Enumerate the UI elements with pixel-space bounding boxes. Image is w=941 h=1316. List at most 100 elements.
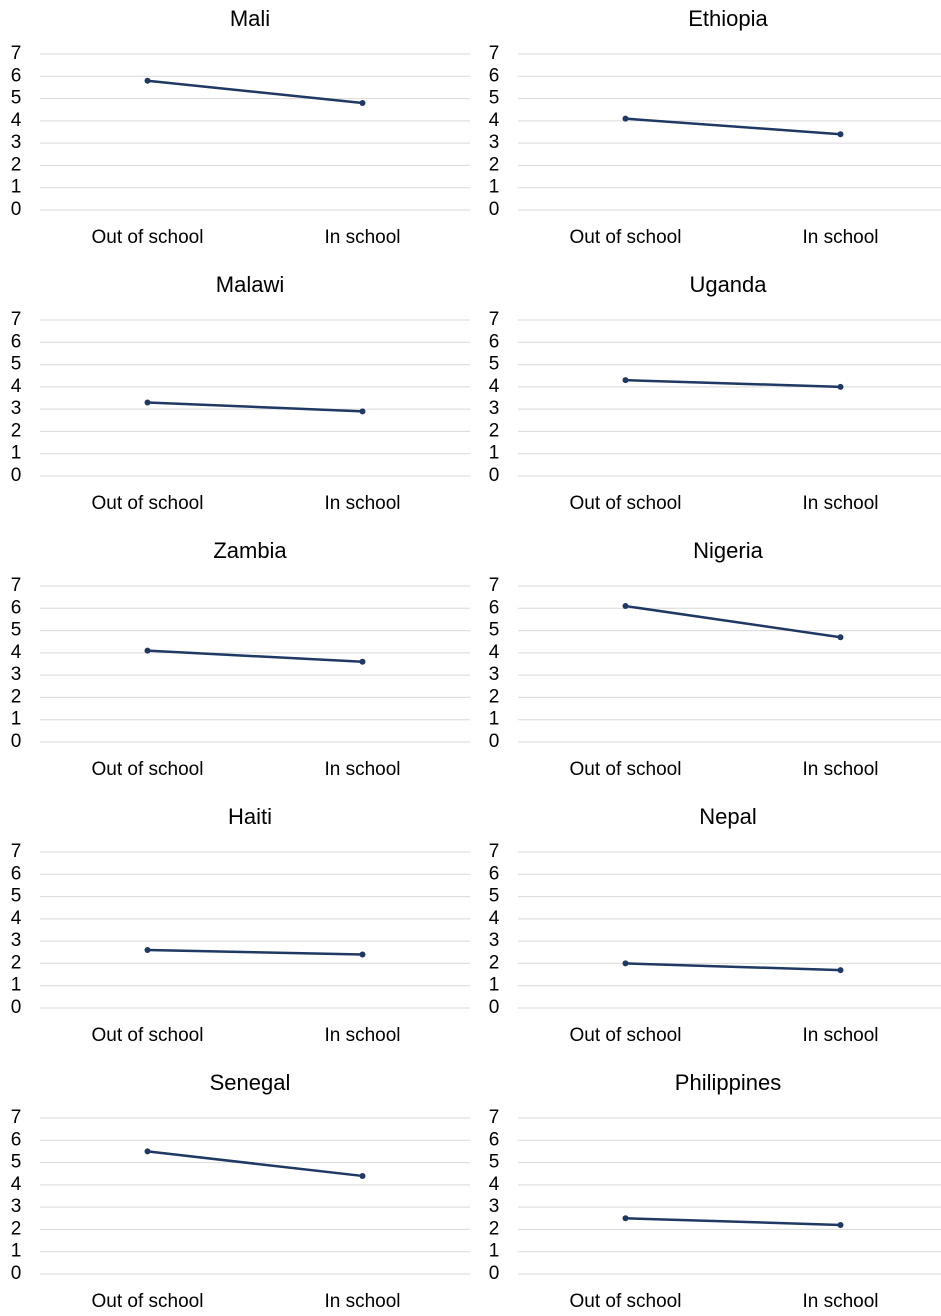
y-tick-label: 6 [11,597,22,618]
y-tick-label: 7 [11,309,22,330]
chart-title: Senegal [210,1070,291,1095]
y-tick-label: 7 [489,1107,500,1128]
y-tick-label: 7 [11,43,22,64]
y-tick-label: 6 [489,863,500,884]
x-tick-label: Out of school [92,227,204,248]
y-tick-label: 7 [489,841,500,862]
y-tick-label: 4 [11,1174,22,1195]
y-tick-label: 4 [11,908,22,929]
y-tick-label: 5 [11,88,22,109]
y-tick-label: 1 [489,709,500,730]
y-tick-label: 3 [11,132,22,153]
y-tick-label: 2 [11,952,22,973]
data-point [622,603,629,610]
data-line [147,79,363,105]
data-point [359,100,366,107]
y-tick-label: 1 [11,177,22,198]
y-tick-label: 4 [489,1174,500,1195]
x-tick-label: In school [802,759,878,780]
y-tick-label: 7 [489,43,500,64]
data-point [837,383,844,390]
data-line [147,1150,363,1178]
y-tick-label: 4 [489,908,500,929]
y-tick-label: 6 [11,863,22,884]
y-tick-label: 7 [11,841,22,862]
y-tick-label: 3 [489,398,500,419]
y-tick-label: 2 [489,154,500,175]
y-tick-label: 3 [489,1196,500,1217]
data-point [622,1215,629,1222]
x-tick-label: Out of school [92,493,204,514]
data-point [837,634,844,641]
y-tick-label: 2 [11,1218,22,1239]
y-tick-label: 0 [11,997,22,1018]
x-tick-label: In school [324,1291,400,1312]
y-tick-label: 0 [11,199,22,220]
y-tick-label: 4 [489,642,500,663]
data-line [625,604,841,639]
chart-title: Haiti [228,804,272,829]
y-tick-label: 0 [489,997,500,1018]
y-tick-label: 2 [489,420,500,441]
y-tick-label: 4 [489,376,500,397]
data-point [837,1221,844,1228]
y-tick-label: 1 [11,443,22,464]
data-point [622,377,629,384]
data-line [625,1217,841,1227]
x-tick-label: In school [324,493,400,514]
data-line [625,378,841,389]
data-line [625,117,841,136]
x-tick-label: Out of school [570,1291,682,1312]
x-tick-label: In school [802,227,878,248]
data-point [144,1148,151,1155]
data-point [144,77,151,84]
y-tick-label: 2 [11,420,22,441]
y-tick-label: 3 [11,664,22,685]
data-point [359,658,366,665]
chart-title: Malawi [216,272,284,297]
y-tick-label: 6 [11,65,22,86]
data-point [622,115,629,122]
y-tick-label: 0 [11,731,22,752]
data-point [144,647,151,654]
y-tick-label: 2 [11,686,22,707]
y-tick-label: 0 [11,1263,22,1284]
y-tick-label: 6 [489,597,500,618]
y-tick-label: 3 [11,398,22,419]
y-tick-label: 5 [489,886,500,907]
data-point [622,960,629,967]
x-tick-label: Out of school [570,493,682,514]
y-tick-label: 0 [11,465,22,486]
x-tick-label: Out of school [92,1025,204,1046]
y-tick-label: 1 [489,975,500,996]
data-point [359,951,366,958]
x-tick-label: Out of school [570,227,682,248]
y-tick-label: 7 [11,575,22,596]
y-tick-label: 4 [11,376,22,397]
chart-title: Ethiopia [688,6,768,31]
chart-title: Nigeria [693,538,763,563]
y-tick-label: 0 [489,199,500,220]
y-tick-label: 1 [489,177,500,198]
y-tick-label: 7 [11,1107,22,1128]
y-tick-label: 5 [11,886,22,907]
y-tick-label: 3 [489,930,500,951]
y-tick-label: 2 [11,154,22,175]
x-tick-label: In school [324,227,400,248]
x-tick-label: In school [802,1291,878,1312]
chart-title: Uganda [689,272,767,297]
y-tick-label: 2 [489,952,500,973]
y-tick-label: 1 [489,1241,500,1262]
y-tick-label: 6 [489,1129,500,1150]
x-tick-label: Out of school [92,759,204,780]
y-tick-label: 5 [11,354,22,375]
y-tick-label: 1 [11,709,22,730]
y-tick-label: 3 [11,930,22,951]
x-tick-label: Out of school [570,1025,682,1046]
x-tick-label: In school [802,493,878,514]
data-line [147,649,363,664]
y-tick-label: 4 [11,642,22,663]
y-tick-label: 6 [11,1129,22,1150]
chart-title: Zambia [213,538,287,563]
data-point [837,131,844,138]
